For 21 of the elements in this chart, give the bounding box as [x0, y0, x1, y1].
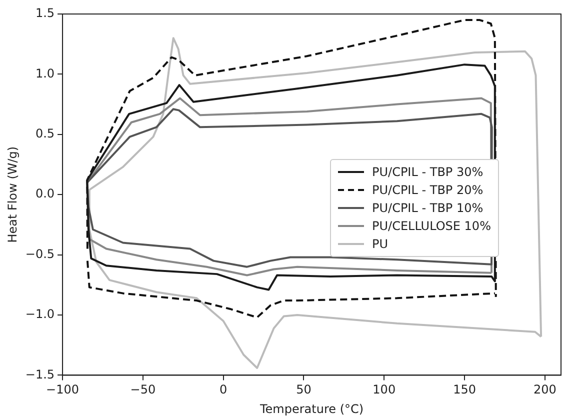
- y-tick-label: 1.5: [35, 6, 55, 20]
- x-tick-label: 200: [533, 382, 556, 397]
- legend-label: PU/CELLULOSE 10%: [372, 218, 491, 233]
- x-tick-label: 0: [220, 382, 228, 397]
- legend-label: PU/CPIL - TBP 10%: [372, 200, 484, 215]
- x-tick-label: −100: [46, 382, 80, 397]
- y-axis-title: Heat Flow (W/g): [5, 146, 20, 243]
- legend-label: PU/CPIL - TBP 30%: [372, 164, 484, 179]
- y-tick-label: −0.5: [25, 246, 55, 261]
- y-tick-label: 0.5: [35, 126, 55, 141]
- x-tick-label: 100: [372, 382, 396, 397]
- x-tick-label: 50: [296, 382, 312, 397]
- x-tick-label: 150: [453, 382, 476, 397]
- y-tick-label: −1.0: [25, 307, 55, 322]
- y-tick-label: 1.0: [35, 66, 55, 80]
- x-axis-title: Temperature (°C): [258, 402, 364, 416]
- x-tick-label: −50: [130, 382, 156, 397]
- y-tick-label: −1.5: [25, 367, 55, 382]
- legend-label: PU: [372, 236, 388, 251]
- legend-label: PU/CPIL - TBP 20%: [372, 182, 484, 197]
- y-tick-label: 0.0: [35, 186, 55, 201]
